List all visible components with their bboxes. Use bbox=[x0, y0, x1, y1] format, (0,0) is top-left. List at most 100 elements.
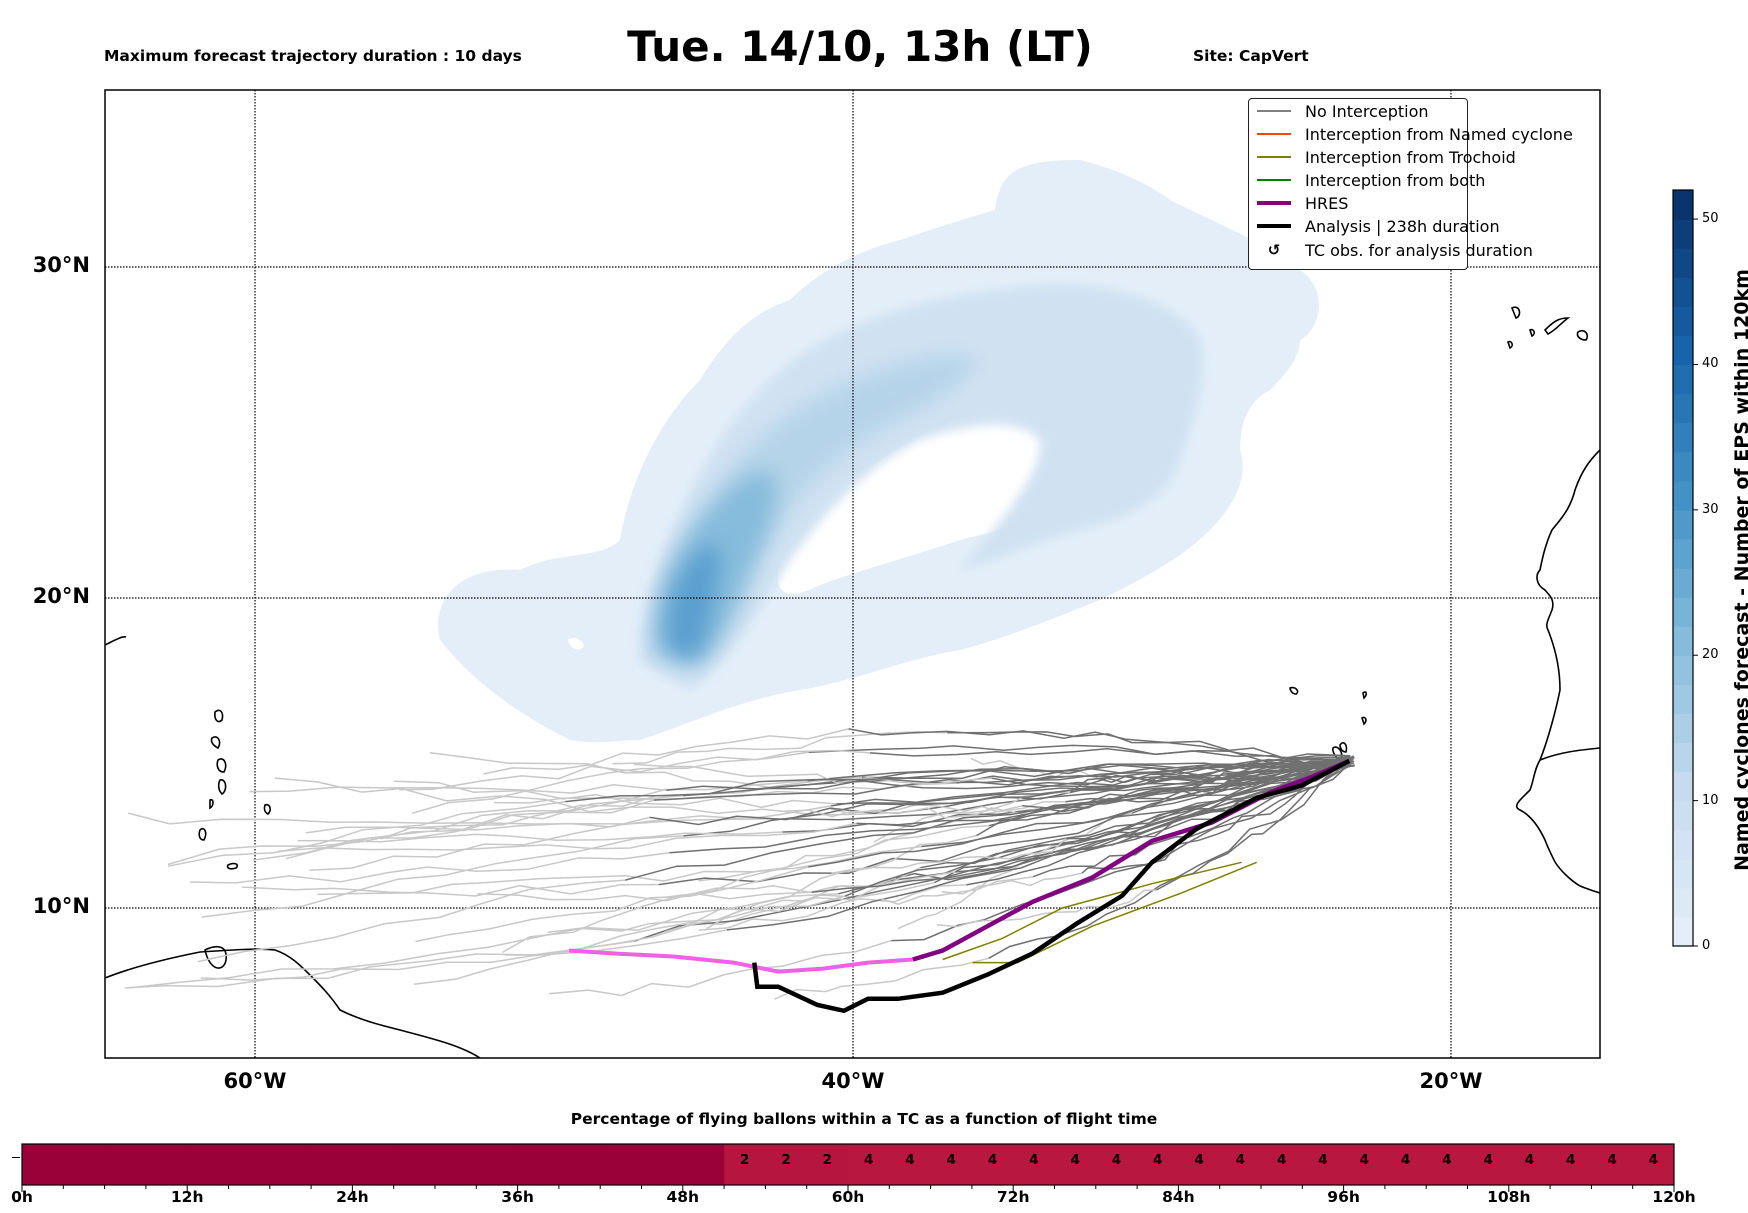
coast-africa-river bbox=[1539, 747, 1600, 761]
percentage-cell-label: 4 bbox=[1400, 1152, 1411, 1168]
info-site: Site: CapVert bbox=[1193, 47, 1309, 65]
ensemble-trajectory-no-interception bbox=[565, 756, 1352, 803]
colorbar-level bbox=[1673, 480, 1693, 511]
percentage-cell bbox=[1054, 1144, 1097, 1185]
map-legend: No Interception Interception from Named … bbox=[1248, 98, 1573, 270]
lon-label-20w: 20°W bbox=[1419, 1069, 1483, 1093]
percentage-cell bbox=[806, 1144, 849, 1185]
colorbar-level bbox=[1673, 887, 1693, 918]
percentage-bar bbox=[22, 1144, 1675, 1185]
colorbar-level bbox=[1673, 248, 1693, 278]
coast-antilles-3 bbox=[216, 758, 227, 773]
legend-line-icon bbox=[1257, 224, 1291, 228]
percentage-cell bbox=[765, 1144, 808, 1185]
lon-label-40w: 40°W bbox=[821, 1069, 885, 1093]
time-label: 120h bbox=[1652, 1188, 1696, 1206]
colorbar-level bbox=[1673, 190, 1693, 220]
percentage-cell bbox=[1550, 1144, 1592, 1185]
percentage-cell bbox=[1632, 1144, 1675, 1185]
ensemble-trajectory-late bbox=[612, 731, 948, 765]
percentage-cell-label: 4 bbox=[905, 1152, 915, 1168]
ensemble-trajectory-late bbox=[411, 751, 809, 815]
percentage-bar-y-tick bbox=[12, 1157, 20, 1158]
colorbar-level bbox=[1673, 277, 1693, 307]
lat-label-30n: 30°N bbox=[32, 253, 90, 277]
hres-track bbox=[912, 758, 1351, 962]
ensemble-trajectory-late bbox=[664, 867, 921, 933]
ensemble-trajectory-late bbox=[774, 957, 989, 1000]
percentage-cell bbox=[1137, 1144, 1179, 1185]
ensemble-trajectory-late bbox=[317, 845, 922, 896]
ensemble-trajectory-late bbox=[305, 816, 650, 834]
colorbar-level bbox=[1673, 451, 1693, 482]
percentage-cell-label: 4 bbox=[1111, 1152, 1122, 1168]
ensemble-trajectory-late bbox=[242, 883, 659, 897]
time-label: 72h bbox=[996, 1188, 1030, 1206]
percentage-cell bbox=[145, 1144, 188, 1185]
time-label: 108h bbox=[1487, 1188, 1531, 1206]
ensemble-trajectory-late bbox=[831, 837, 1067, 875]
percentage-cell-label: 4 bbox=[1235, 1152, 1246, 1168]
percentage-cell-label: 4 bbox=[1359, 1152, 1369, 1168]
ensemble-trajectory-no-interception bbox=[988, 758, 1349, 959]
colorbar-frame bbox=[1672, 189, 1694, 947]
legend-item-both: Interception from both bbox=[1257, 169, 1485, 191]
percentage-cell bbox=[1013, 1144, 1055, 1185]
colorbar-level bbox=[1673, 306, 1693, 336]
colorbar-tick-label: 0 bbox=[1702, 938, 1711, 953]
percentage-cell bbox=[971, 1144, 1014, 1185]
ensemble-trajectory-late bbox=[477, 891, 812, 902]
colorbar-level bbox=[1673, 509, 1693, 540]
percentage-cell bbox=[848, 1144, 890, 1185]
percentage-cell-label: 2 bbox=[822, 1152, 833, 1168]
ensemble-trajectory-late bbox=[483, 728, 849, 775]
percentage-cell bbox=[641, 1144, 684, 1185]
percentage-cell bbox=[269, 1144, 312, 1185]
percentage-cell-label: 4 bbox=[1648, 1152, 1659, 1168]
percentage-cell bbox=[1261, 1144, 1303, 1185]
ensemble-trajectory-late bbox=[189, 852, 670, 884]
percentage-cell-label: 4 bbox=[1566, 1152, 1576, 1168]
trajectory-trochoid-interception bbox=[972, 861, 1257, 964]
percentage-cell-label: 4 bbox=[946, 1152, 956, 1168]
page-title: Tue. 14/10, 13h (LT) bbox=[0, 22, 1720, 71]
ensemble-trajectory-late bbox=[253, 780, 808, 861]
percentage-cell bbox=[600, 1144, 642, 1185]
percentage-cell bbox=[1591, 1144, 1634, 1185]
percentage-cell bbox=[682, 1144, 725, 1185]
colorbar-tick-label: 10 bbox=[1702, 792, 1719, 808]
ensemble-trajectory-late bbox=[413, 895, 846, 985]
percentage-cell bbox=[1302, 1144, 1345, 1185]
colorbar-level bbox=[1673, 335, 1693, 366]
legend-item-named-cyclone: Interception from Named cyclone bbox=[1257, 123, 1573, 145]
ensemble-trajectory-late bbox=[880, 875, 1034, 905]
percentage-cell bbox=[22, 1144, 64, 1185]
colorbar-level bbox=[1673, 916, 1693, 947]
percentage-cell bbox=[1095, 1144, 1138, 1185]
percentage-cell bbox=[1384, 1144, 1427, 1185]
colorbar-level bbox=[1673, 713, 1693, 744]
percentage-cell bbox=[930, 1144, 973, 1185]
percentage-cell-label: 4 bbox=[863, 1152, 874, 1168]
percentage-bar-title: Percentage of flying ballons within a TC… bbox=[570, 1110, 1158, 1128]
legend-item-tc-obs: ↺ TC obs. for analysis duration bbox=[1257, 239, 1533, 261]
ensemble-trajectory-late bbox=[783, 807, 1040, 819]
colorbar-title: Named cyclones forecast - Number of EPS … bbox=[1731, 269, 1748, 871]
legend-item-analysis: Analysis | 238h duration bbox=[1257, 215, 1500, 237]
ensemble-trajectory-late bbox=[897, 812, 1133, 930]
cyclone-symbol-icon: ↺ bbox=[1267, 241, 1281, 259]
ensemble-trajectory-no-interception bbox=[808, 744, 1351, 763]
percentage-cell-label: 4 bbox=[1070, 1152, 1080, 1168]
ensemble-trajectory-no-interception bbox=[869, 747, 1347, 764]
coast-antilles-6 bbox=[198, 827, 207, 841]
ensemble-trajectory-late bbox=[167, 800, 566, 867]
percentage-cell-label: 4 bbox=[1607, 1152, 1617, 1168]
ensemble-trajectory-late bbox=[249, 784, 667, 794]
percentage-cell-label: 4 bbox=[1029, 1152, 1039, 1168]
colorbar-level bbox=[1673, 597, 1693, 627]
coast-barbados bbox=[263, 803, 271, 815]
percentage-cell bbox=[435, 1144, 477, 1185]
lat-label-10n: 10°N bbox=[32, 894, 90, 918]
colorbar-level bbox=[1673, 684, 1693, 714]
